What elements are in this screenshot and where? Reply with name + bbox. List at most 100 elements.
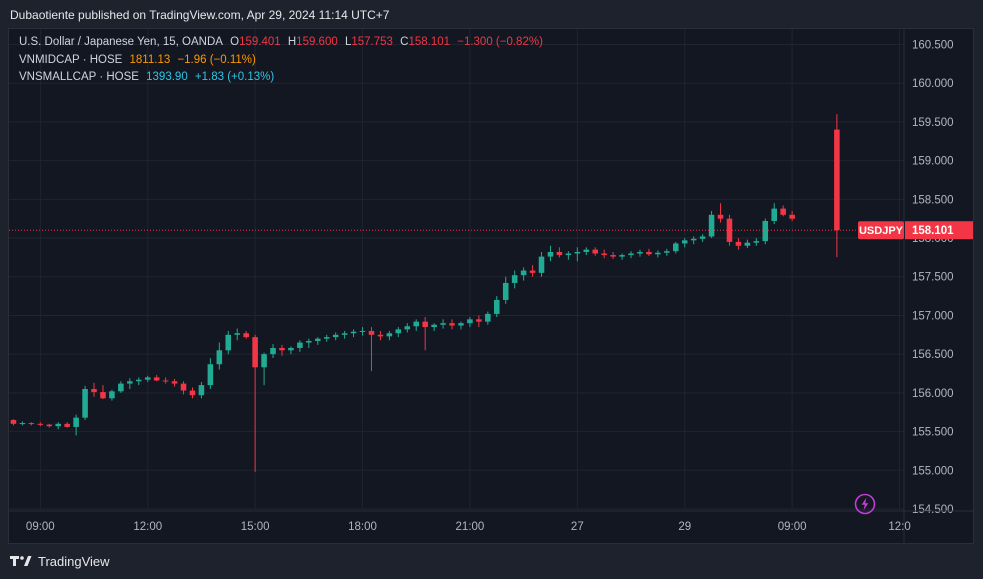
candle-body[interactable] <box>297 342 303 348</box>
candle-body[interactable] <box>359 330 366 332</box>
tradingview-logo-icon[interactable] <box>10 555 32 567</box>
candle-body[interactable] <box>207 364 214 386</box>
candle-body[interactable] <box>323 337 330 339</box>
legend-vnmidcap[interactable]: VNMIDCAP · HOSE 1811.13 −1.96 (−0.11%) <box>19 54 260 66</box>
candle-body[interactable] <box>171 381 178 384</box>
chart-canvas[interactable]: 160.500160.000159.500159.000158.500158.0… <box>9 29 973 543</box>
candle-body[interactable] <box>681 240 688 244</box>
candle-body[interactable] <box>583 249 590 252</box>
candle-body[interactable] <box>109 391 115 399</box>
candle-body[interactable] <box>431 324 437 328</box>
candle-body[interactable] <box>646 251 652 255</box>
candle-body[interactable] <box>717 214 724 219</box>
candle-body[interactable] <box>279 347 285 351</box>
candle-body[interactable] <box>162 380 169 382</box>
candle-body[interactable] <box>153 377 160 381</box>
candle-body[interactable] <box>37 423 44 425</box>
candle-body[interactable] <box>664 251 670 253</box>
candle-body[interactable] <box>789 214 795 219</box>
candle-body[interactable] <box>780 208 786 215</box>
candle-body[interactable] <box>494 299 500 314</box>
candle-body[interactable] <box>234 333 240 335</box>
footer-brand[interactable]: TradingView <box>38 553 110 569</box>
legend-vnmidcap-label[interactable]: VNMIDCAP · HOSE <box>19 54 123 66</box>
candle-body[interactable] <box>306 341 312 343</box>
last-price-symbol-badge[interactable] <box>858 221 904 240</box>
candle-body-last[interactable] <box>834 129 840 231</box>
legend-main-symbol[interactable]: U.S. Dollar / Japanese Yen, 15, OANDA <box>19 36 223 48</box>
candle-body[interactable] <box>73 417 79 427</box>
candle-body[interactable] <box>377 334 384 337</box>
candle-body[interactable] <box>341 333 348 335</box>
candle-body[interactable] <box>529 270 536 273</box>
candle-body[interactable] <box>449 323 455 326</box>
candle-body[interactable] <box>144 377 151 380</box>
candle-body[interactable] <box>574 251 581 254</box>
candle-body[interactable] <box>520 270 527 276</box>
candle-body[interactable] <box>610 255 616 257</box>
candle-body[interactable] <box>637 251 643 254</box>
candle-body[interactable] <box>467 319 473 324</box>
legend-vnsmallcap[interactable]: VNSMALLCAP · HOSE 1393.90 +1.83 (+0.13%) <box>19 71 278 83</box>
candle-body[interactable] <box>744 242 751 246</box>
candle-body[interactable] <box>127 381 133 384</box>
candle-body[interactable] <box>601 253 607 256</box>
candle-body[interactable] <box>64 423 70 427</box>
candle-body[interactable] <box>136 379 142 382</box>
candle-body[interactable] <box>46 424 53 427</box>
candle-body[interactable] <box>19 423 26 425</box>
candle-body[interactable] <box>762 221 769 242</box>
candle-body[interactable] <box>690 238 697 241</box>
candle-body[interactable] <box>422 321 428 328</box>
candle-body[interactable] <box>485 313 491 322</box>
candle-body[interactable] <box>225 334 232 351</box>
candle-body[interactable] <box>458 323 464 326</box>
candle-body[interactable] <box>118 383 124 392</box>
candle-body[interactable] <box>565 253 572 256</box>
candle-body[interactable] <box>350 331 357 334</box>
candle-body[interactable] <box>699 236 706 239</box>
candle-body[interactable] <box>413 321 419 327</box>
candle-body[interactable] <box>368 330 375 335</box>
candle-body[interactable] <box>753 241 760 243</box>
candle-body[interactable] <box>735 241 742 246</box>
candle-body[interactable] <box>288 347 294 351</box>
candle-body[interactable] <box>404 326 411 330</box>
candle-body[interactable] <box>395 329 402 334</box>
candle-body[interactable] <box>771 208 777 221</box>
candle-body[interactable] <box>502 282 509 300</box>
candle-body[interactable] <box>708 214 715 237</box>
legend-vnsmallcap-label[interactable]: VNSMALLCAP · HOSE <box>19 71 139 83</box>
candle-body[interactable] <box>556 251 563 256</box>
candle-body[interactable] <box>55 423 61 427</box>
candle-body[interactable] <box>315 338 321 341</box>
candle-body[interactable] <box>180 383 187 391</box>
candle-body[interactable] <box>261 354 267 368</box>
candle-body[interactable] <box>673 243 679 252</box>
candle-body[interactable] <box>10 419 17 424</box>
candle-body[interactable] <box>91 389 97 393</box>
candle-body[interactable] <box>476 319 482 322</box>
candle-body[interactable] <box>538 256 545 273</box>
candle-body[interactable] <box>628 253 634 256</box>
candle-body[interactable] <box>82 389 88 418</box>
candle-body[interactable] <box>189 390 196 396</box>
candle-body[interactable] <box>332 334 339 338</box>
flash-icon[interactable] <box>854 493 876 515</box>
candle-body[interactable] <box>100 392 106 399</box>
candle-body[interactable] <box>592 249 598 254</box>
legend-main[interactable]: U.S. Dollar / Japanese Yen, 15, OANDA O1… <box>19 36 547 48</box>
candle-body[interactable] <box>243 333 249 338</box>
candle-body[interactable] <box>28 423 35 425</box>
candle-body[interactable] <box>511 275 518 283</box>
last-price-value-badge[interactable] <box>905 221 973 240</box>
candle-body[interactable] <box>440 323 446 325</box>
candle-body[interactable] <box>252 337 258 368</box>
candle-body[interactable] <box>619 255 625 257</box>
candle-body[interactable] <box>547 251 554 257</box>
candle-body[interactable] <box>386 333 393 337</box>
candle-body[interactable] <box>216 350 223 365</box>
candle-body[interactable] <box>270 347 276 355</box>
candle-body[interactable] <box>655 252 661 255</box>
candle-body[interactable] <box>198 385 205 396</box>
